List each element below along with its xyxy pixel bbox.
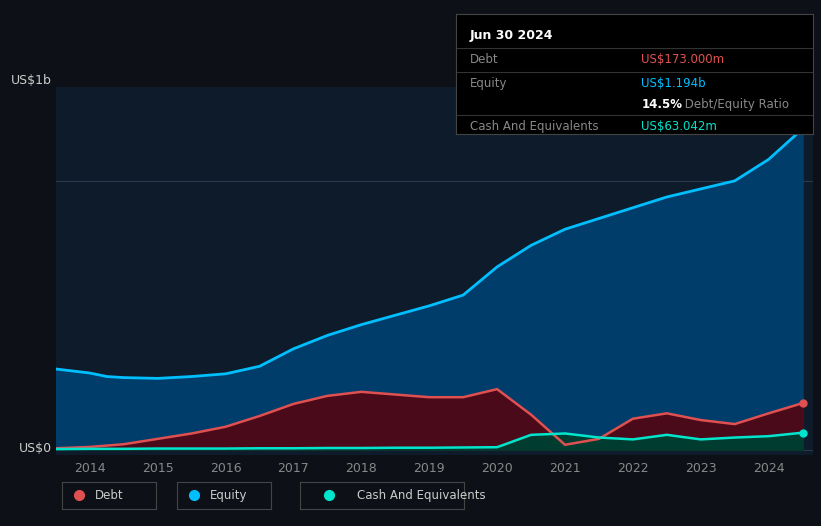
Text: US$0: US$0 <box>19 442 52 455</box>
Text: US$1b: US$1b <box>11 74 52 87</box>
Text: 14.5%: 14.5% <box>641 98 682 111</box>
Text: US$1.194b: US$1.194b <box>641 77 706 89</box>
Text: US$63.042m: US$63.042m <box>641 120 718 133</box>
Text: Equity: Equity <box>209 489 247 502</box>
Text: Cash And Equivalents: Cash And Equivalents <box>470 120 599 133</box>
Text: US$173.000m: US$173.000m <box>641 53 724 66</box>
Text: Cash And Equivalents: Cash And Equivalents <box>357 489 486 502</box>
Text: Debt: Debt <box>470 53 498 66</box>
Text: Debt: Debt <box>94 489 123 502</box>
Text: Equity: Equity <box>470 77 507 89</box>
Text: Debt/Equity Ratio: Debt/Equity Ratio <box>681 98 789 111</box>
Text: Jun 30 2024: Jun 30 2024 <box>470 28 553 42</box>
